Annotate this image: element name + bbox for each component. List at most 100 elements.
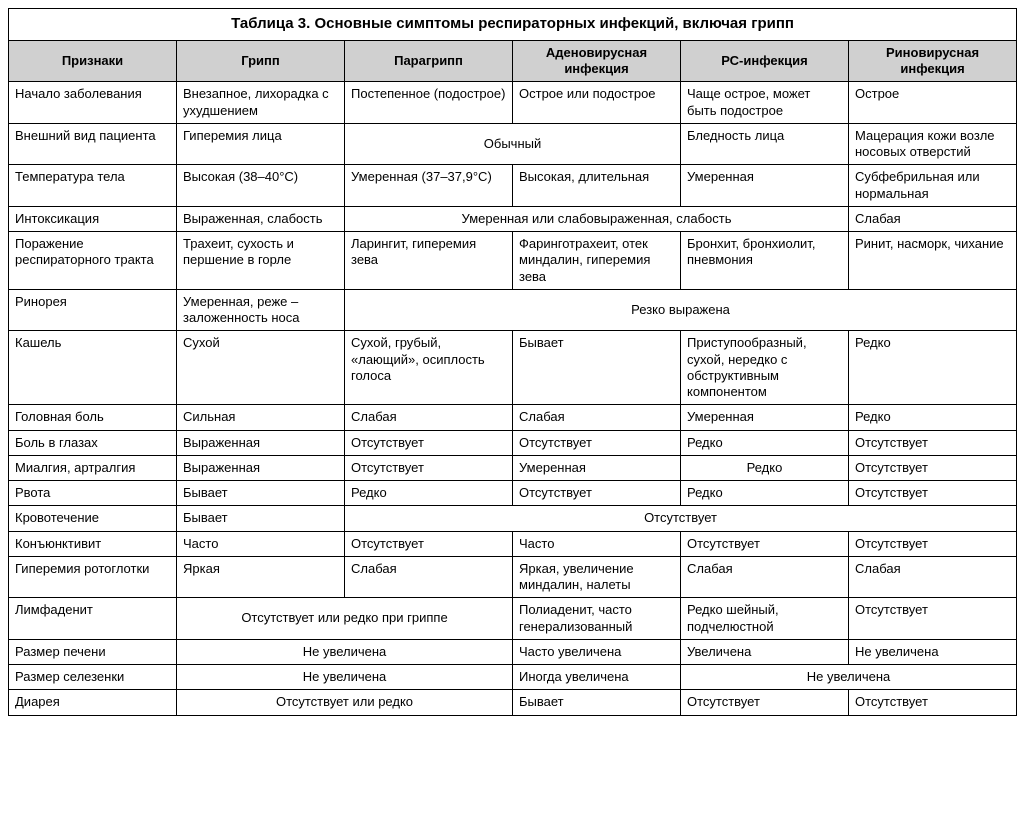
table-cell: Слабая <box>345 405 513 430</box>
table-row: ЛимфаденитОтсутствует или редко при грип… <box>9 598 1017 640</box>
table-row: РинореяУмеренная, реже – заложенность но… <box>9 289 1017 331</box>
table-row: Размер печениНе увеличенаЧасто увеличена… <box>9 639 1017 664</box>
table-cell: Высокая, длительная <box>513 165 681 207</box>
table-cell: Кашель <box>9 331 177 405</box>
table-row: КашельСухойСухой, грубый, «лающий», осип… <box>9 331 1017 405</box>
table-cell: Острое или подострое <box>513 82 681 124</box>
table-row: Начало заболеванияВнезапное, лихорадка с… <box>9 82 1017 124</box>
table-row: Внешний вид пациентаГиперемия лицаОбычны… <box>9 123 1017 165</box>
table-cell: Увеличена <box>681 639 849 664</box>
table-cell: Слабая <box>681 556 849 598</box>
header-cell: Признаки <box>9 40 177 82</box>
table-cell: Ларингит, гиперемия зева <box>345 232 513 290</box>
table-cell: Внешний вид пациента <box>9 123 177 165</box>
table-cell: Головная боль <box>9 405 177 430</box>
table-cell: Часто увеличена <box>513 639 681 664</box>
table-cell: Температура тела <box>9 165 177 207</box>
table-cell: Редко <box>681 430 849 455</box>
table-cell: Сильная <box>177 405 345 430</box>
table-row: Головная больСильнаяСлабаяСлабаяУмеренна… <box>9 405 1017 430</box>
table-cell: Отсутствует <box>681 690 849 715</box>
table-cell: Отсутствует <box>849 531 1017 556</box>
header-cell: Риновирусная инфекция <box>849 40 1017 82</box>
table-row: ДиареяОтсутствует или редкоБываетОтсутст… <box>9 690 1017 715</box>
table-cell: Умеренная <box>681 165 849 207</box>
table-cell: Резко выражена <box>345 289 1017 331</box>
header-cell: РС-инфекция <box>681 40 849 82</box>
table-cell: Отсутствует <box>849 455 1017 480</box>
table-cell: Бронхит, бронхиолит, пневмония <box>681 232 849 290</box>
table-cell: Гиперемия ротоглотки <box>9 556 177 598</box>
table-cell: Отсутствует <box>681 531 849 556</box>
table-cell: Внезапное, лихорадка с ухудшением <box>177 82 345 124</box>
table-cell: Часто <box>513 531 681 556</box>
table-cell: Диарея <box>9 690 177 715</box>
table-cell: Выраженная <box>177 455 345 480</box>
table-cell: Бывает <box>177 506 345 531</box>
table-cell: Отсутствует <box>849 598 1017 640</box>
table-cell: Отсутствует <box>849 481 1017 506</box>
table-cell: Отсутствует <box>345 531 513 556</box>
table-cell: Выраженная <box>177 430 345 455</box>
table-cell: Конъюнктивит <box>9 531 177 556</box>
table-row: Гиперемия ротоглоткиЯркаяСлабаяЯркая, ув… <box>9 556 1017 598</box>
table-cell: Бывает <box>513 690 681 715</box>
table-cell: Слабая <box>345 556 513 598</box>
table-cell: Отсутствует <box>849 430 1017 455</box>
table-cell: Отсутствует <box>345 455 513 480</box>
table-row: Боль в глазахВыраженнаяОтсутствуетОтсутс… <box>9 430 1017 455</box>
table-row: КровотечениеБываетОтсутствует <box>9 506 1017 531</box>
table-cell: Отсутствует <box>345 430 513 455</box>
table-cell: Слабая <box>513 405 681 430</box>
table-row: Размер селезенкиНе увеличенаИногда увели… <box>9 665 1017 690</box>
table-cell: Часто <box>177 531 345 556</box>
table-row: РвотаБываетРедкоОтсутствуетРедкоОтсутств… <box>9 481 1017 506</box>
table-cell: Обычный <box>345 123 681 165</box>
table-cell: Размер селезенки <box>9 665 177 690</box>
table-row: КонъюнктивитЧастоОтсутствуетЧастоОтсутст… <box>9 531 1017 556</box>
table-cell: Умеренная <box>513 455 681 480</box>
table-cell: Бывает <box>513 331 681 405</box>
header-cell: Парагрипп <box>345 40 513 82</box>
table-cell: Бывает <box>177 481 345 506</box>
table-cell: Поражение респираторного тракта <box>9 232 177 290</box>
table-cell: Рвота <box>9 481 177 506</box>
table-cell: Отсутствует <box>513 481 681 506</box>
table-body: Начало заболеванияВнезапное, лихорадка с… <box>9 82 1017 715</box>
table-cell: Отсутствует <box>345 506 1017 531</box>
table-row: Температура телаВысокая (38–40°C)Умеренн… <box>9 165 1017 207</box>
table-cell: Ринит, насморк, чихание <box>849 232 1017 290</box>
table-cell: Фаринготрахеит, отек миндалин, гиперемия… <box>513 232 681 290</box>
table-cell: Не увеличена <box>177 639 513 664</box>
table-row: Поражение респираторного трактаТрахеит, … <box>9 232 1017 290</box>
table-cell: Выраженная, слабость <box>177 206 345 231</box>
table-row: ИнтоксикацияВыраженная, слабостьУмеренна… <box>9 206 1017 231</box>
table-cell: Чаще острое, может быть подострое <box>681 82 849 124</box>
table-cell: Отсутствует или редко <box>177 690 513 715</box>
table-title: Таблица 3. Основные симптомы респираторн… <box>9 9 1017 41</box>
table-cell: Гиперемия лица <box>177 123 345 165</box>
table-cell: Полиаденит, часто генерализованный <box>513 598 681 640</box>
table-cell: Редко <box>681 455 849 480</box>
table-cell: Не увеличена <box>849 639 1017 664</box>
table-cell: Кровотечение <box>9 506 177 531</box>
table-cell: Яркая <box>177 556 345 598</box>
table-cell: Слабая <box>849 556 1017 598</box>
table-cell: Размер печени <box>9 639 177 664</box>
table-cell: Высокая (38–40°C) <box>177 165 345 207</box>
table-cell: Приступообразный, сухой, нередко с обстр… <box>681 331 849 405</box>
table-cell: Трахеит, сухость и першение в горле <box>177 232 345 290</box>
table-cell: Редко <box>849 331 1017 405</box>
table-cell: Иногда увеличена <box>513 665 681 690</box>
table-cell: Яркая, увеличение миндалин, налеты <box>513 556 681 598</box>
table-cell: Умеренная (37–37,9°C) <box>345 165 513 207</box>
table-cell: Умеренная <box>681 405 849 430</box>
table-cell: Редко шейный, подчелюстной <box>681 598 849 640</box>
table-cell: Отсутствует <box>513 430 681 455</box>
table-cell: Редко <box>681 481 849 506</box>
table-cell: Сухой, грубый, «лающий», осиплость голос… <box>345 331 513 405</box>
table-cell: Мацерация кожи возле носовых отверстий <box>849 123 1017 165</box>
table-cell: Сухой <box>177 331 345 405</box>
table-cell: Не увеличена <box>177 665 513 690</box>
table-cell: Боль в глазах <box>9 430 177 455</box>
